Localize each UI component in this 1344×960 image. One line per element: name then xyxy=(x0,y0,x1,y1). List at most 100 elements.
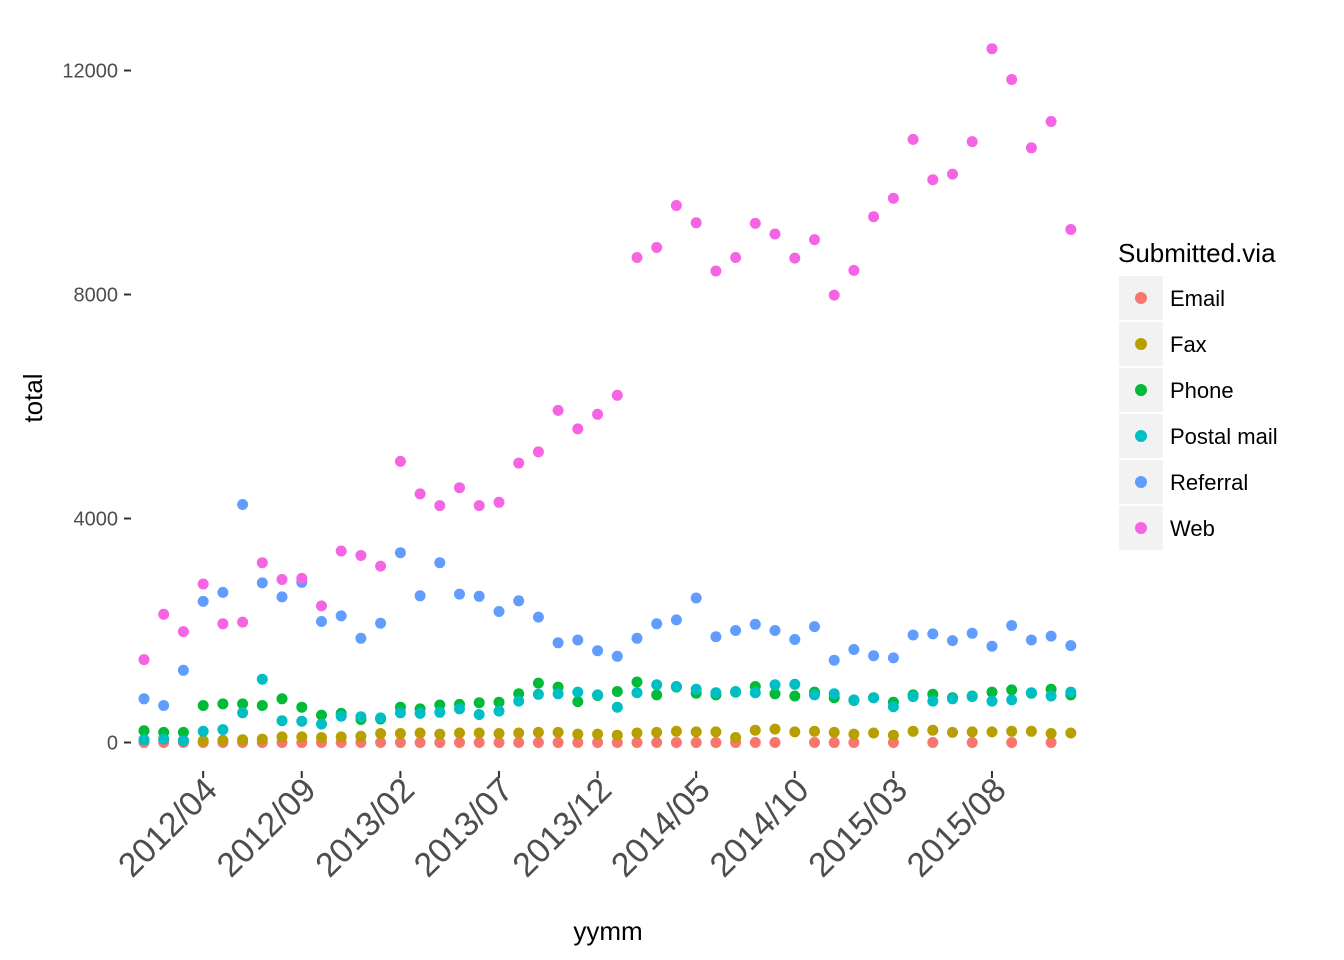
point-phone xyxy=(493,696,505,708)
point-postal-mail xyxy=(631,687,643,699)
point-web xyxy=(276,574,288,585)
legend-item-email: Email xyxy=(1119,276,1225,320)
point-web xyxy=(454,482,465,494)
point-fax xyxy=(296,731,308,743)
point-referral xyxy=(749,618,761,630)
point-referral xyxy=(670,614,682,626)
point-email xyxy=(809,737,820,748)
point-fax xyxy=(1045,728,1057,739)
point-email xyxy=(848,737,860,748)
point-web xyxy=(651,242,663,253)
point-postal-mail xyxy=(887,701,899,713)
legend-swatch xyxy=(1135,384,1147,396)
point-phone xyxy=(572,696,584,708)
point-web xyxy=(631,252,643,263)
point-fax xyxy=(493,728,505,739)
point-web xyxy=(947,168,958,180)
point-web xyxy=(710,265,722,277)
x-axis-title: yymm xyxy=(573,916,642,946)
point-phone xyxy=(316,709,327,721)
point-postal-mail xyxy=(966,691,978,703)
point-referral xyxy=(611,650,623,662)
point-email xyxy=(552,737,564,748)
point-web xyxy=(552,404,564,416)
legend-swatch xyxy=(1135,338,1147,350)
point-fax xyxy=(197,735,209,747)
plot-area xyxy=(138,43,1077,748)
point-fax xyxy=(217,734,229,746)
point-referral xyxy=(256,577,268,589)
point-referral xyxy=(947,635,958,647)
point-email xyxy=(966,737,978,748)
point-phone xyxy=(197,700,209,711)
point-referral xyxy=(414,590,426,602)
point-postal-mail xyxy=(947,693,958,705)
point-web xyxy=(138,654,150,666)
point-phone xyxy=(296,701,308,713)
point-postal-mail xyxy=(532,688,544,700)
point-email xyxy=(414,737,426,748)
point-web xyxy=(355,550,367,561)
point-web xyxy=(414,488,426,500)
point-fax xyxy=(789,726,801,738)
point-referral xyxy=(1006,620,1018,631)
point-referral xyxy=(572,634,584,646)
point-fax xyxy=(1006,725,1018,737)
point-referral xyxy=(493,606,505,617)
point-phone xyxy=(532,677,544,689)
point-email xyxy=(828,737,840,748)
point-referral xyxy=(473,590,485,602)
point-email xyxy=(454,737,465,748)
point-referral xyxy=(809,621,820,633)
legend-label: Referral xyxy=(1170,470,1248,495)
point-web xyxy=(197,578,209,590)
legend-item-postal-mail: Postal mail xyxy=(1119,414,1278,458)
point-web xyxy=(177,626,189,638)
legend-swatch xyxy=(1135,430,1147,442)
x-tick-label: 2012/04 xyxy=(111,771,225,885)
point-web xyxy=(809,234,820,246)
point-referral xyxy=(375,617,387,629)
point-postal-mail xyxy=(335,710,347,722)
point-postal-mail xyxy=(394,707,406,719)
point-web xyxy=(887,192,899,204)
point-postal-mail xyxy=(868,692,880,704)
point-referral xyxy=(651,618,663,630)
point-fax xyxy=(592,728,604,740)
point-fax xyxy=(414,727,426,739)
point-referral xyxy=(789,634,801,645)
point-fax xyxy=(355,730,367,742)
point-phone xyxy=(651,689,663,701)
legend-item-web: Web xyxy=(1119,506,1215,550)
y-tick-label: 12000 xyxy=(62,61,118,83)
point-fax xyxy=(394,728,406,739)
point-referral xyxy=(986,640,998,652)
point-fax xyxy=(1065,727,1077,739)
y-axis: 0 4000 8000 12000 xyxy=(62,61,131,755)
point-postal-mail xyxy=(749,687,761,699)
legend-label: Web xyxy=(1170,516,1215,541)
point-postal-mail xyxy=(986,695,998,707)
point-postal-mail xyxy=(1065,686,1077,698)
point-web xyxy=(690,217,702,229)
point-fax xyxy=(572,728,584,740)
point-postal-mail xyxy=(316,718,327,730)
point-email xyxy=(1006,737,1018,748)
point-postal-mail xyxy=(809,689,820,701)
y-tick-label: 0 xyxy=(107,733,118,755)
x-tick-label: 2013/02 xyxy=(308,771,422,885)
point-fax xyxy=(828,726,840,738)
point-postal-mail xyxy=(158,733,170,745)
point-referral xyxy=(887,652,899,664)
point-web xyxy=(572,423,584,435)
point-fax xyxy=(868,727,880,739)
point-web xyxy=(907,133,919,145)
x-tick-label: 2013/07 xyxy=(407,771,521,885)
point-postal-mail xyxy=(670,681,682,692)
point-postal-mail xyxy=(473,709,485,720)
point-phone xyxy=(237,698,249,710)
point-fax xyxy=(927,724,939,736)
point-web xyxy=(316,600,327,612)
point-postal-mail xyxy=(769,679,781,691)
point-web xyxy=(375,560,387,572)
